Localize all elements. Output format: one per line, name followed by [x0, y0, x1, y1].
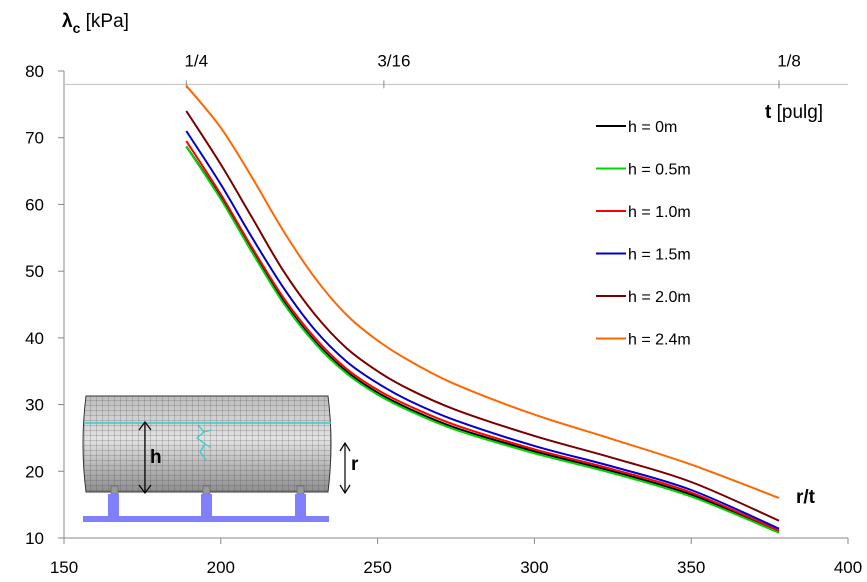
legend-label: h = 1.5m	[628, 247, 691, 264]
legend-label: h = 2.0m	[628, 289, 691, 306]
x-axis-title: r/t	[796, 487, 816, 508]
top-axis-tick-label: 1/4	[184, 51, 208, 70]
x-tick-labels: 150 200 250 300 350 400	[50, 558, 862, 577]
y-tick-label: 80	[25, 62, 44, 81]
series-line-h-1_5m	[185, 130, 780, 530]
top-axis-tick-label: 1/8	[777, 51, 801, 70]
legend-label: h = 0m	[628, 119, 677, 136]
top-axis-title: t [pulg]	[765, 102, 823, 123]
legend: h = 0m h = 0.5m h = 1.0m h = 1.5m h = 2.0m h …	[596, 119, 691, 349]
series-line-h-2_0m	[185, 110, 780, 522]
series-line-h-1_0m	[185, 140, 780, 532]
x-tick-label: 350	[677, 558, 705, 577]
y-tick-label: 20	[25, 462, 44, 481]
x-tick-label: 250	[363, 558, 391, 577]
tank-supports	[83, 485, 329, 522]
series-line-h-2_4m	[185, 85, 780, 499]
tank-illustration: h r	[82, 395, 359, 522]
y-tick-label: 30	[25, 396, 44, 415]
r-label: r	[351, 454, 359, 475]
h-label: h	[150, 447, 162, 468]
y-tick-label: 40	[25, 329, 44, 348]
top-axis: 1/4 3/16 1/8	[64, 51, 848, 89]
y-tick-label: 10	[25, 529, 44, 548]
legend-label: h = 2.4m	[628, 332, 691, 349]
series-lines	[185, 85, 780, 534]
y-axis-title: λc [kPa]	[62, 11, 129, 36]
legend-label: h = 1.0m	[628, 204, 691, 221]
r-dimension-arrow	[339, 441, 351, 495]
x-tick-label: 200	[207, 558, 235, 577]
y-tick-labels: 10 20 30 40 50 60 70 80	[25, 62, 44, 548]
y-tick-label: 70	[25, 129, 44, 148]
x-tick-label: 150	[50, 558, 78, 577]
crack-mark	[195, 424, 207, 461]
x-tick-label: 300	[520, 558, 548, 577]
y-tick-label: 50	[25, 262, 44, 281]
x-tick-label: 400	[834, 558, 862, 577]
legend-label: h = 0.5m	[628, 162, 691, 179]
axes	[58, 70, 849, 544]
h-dimension-arrow	[138, 421, 152, 494]
y-tick-label: 60	[25, 195, 44, 214]
series-line-h-0_5m	[185, 145, 780, 534]
top-axis-tick-label: 3/16	[377, 51, 410, 70]
tank-mesh	[83, 396, 331, 492]
